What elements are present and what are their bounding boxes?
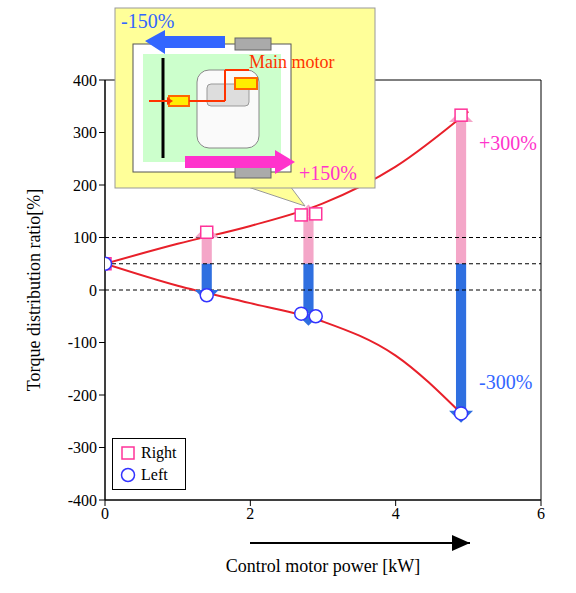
html-text:Left: Left [141,466,168,483]
svg-text:-200: -200 [68,387,97,404]
svg-text:0: 0 [101,505,109,522]
svg-text:6: 6 [537,505,545,522]
html-text:Right: Right [141,444,177,461]
svg-text:200: 200 [73,177,97,194]
svg-text:-150%: -150% [121,10,174,32]
svg-text:100: 100 [73,229,97,246]
svg-text:Control motor power [kW]: Control motor power [kW] [226,556,420,576]
svg-text:Torque distribution ratio[%]: Torque distribution ratio[%] [24,189,44,392]
svg-text:-100: -100 [68,334,97,351]
svg-text:0: 0 [89,282,97,299]
svg-text:-300: -300 [68,439,97,456]
svg-text:+150%: +150% [299,162,357,184]
svg-text:4: 4 [392,505,400,522]
svg-text:Main motor: Main motor [249,52,335,72]
svg-text:300: 300 [73,124,97,141]
svg-text:+300%: +300% [479,132,537,154]
svg-text:400: 400 [73,72,97,89]
svg-text:-300%: -300% [479,371,532,393]
svg-text:-400: -400 [68,492,97,509]
svg-text:2: 2 [246,505,254,522]
